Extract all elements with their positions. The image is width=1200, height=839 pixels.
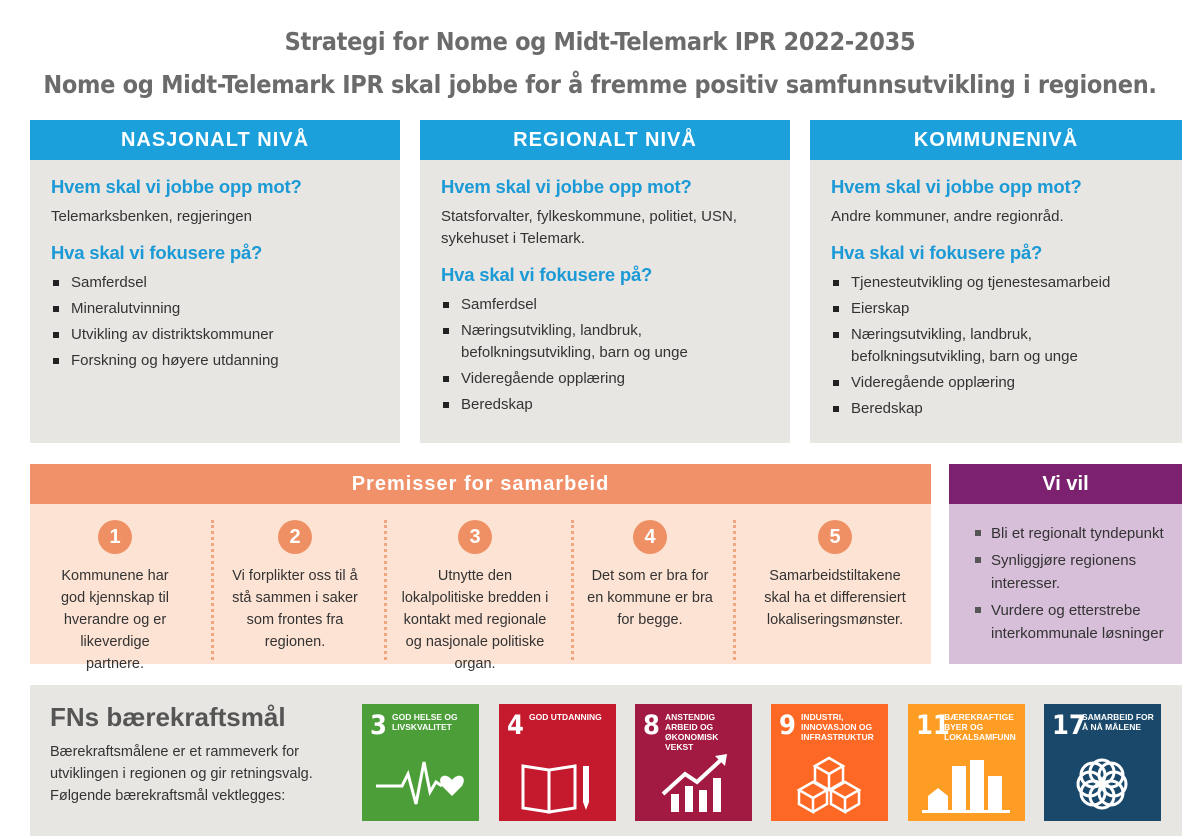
premiss-text: Vi forplikter oss til å stå sammen i sak…: [232, 568, 358, 650]
premiss-text: Utnytte den lokalpolitiske bredden i kon…: [401, 568, 549, 672]
sdg-tile-11: 11 BÆREKRAFTIGE BYER OG LOKALSAMFUNN: [908, 704, 1025, 821]
list-item: Næringsutvikling, landbruk, befolkningsu…: [831, 324, 1162, 368]
sdg-number: 4: [507, 710, 524, 741]
sdg-label: GOD HELSE OG LIVSKVALITET: [392, 712, 458, 732]
focus-list: Tjenesteutvikling og tjenestesamarbeid E…: [831, 272, 1162, 420]
rings-icon: [1076, 758, 1128, 810]
premiss-number: 4: [633, 520, 667, 554]
vi-vil-list: Bli et regionalt tyndepunkt Synliggjøre …: [949, 522, 1182, 645]
who-heading: Hvem skal vi jobbe opp mot?: [51, 176, 302, 197]
level-title: NASJONALT NIVÅ: [30, 120, 400, 160]
premiss-number: 2: [278, 520, 312, 554]
who-heading: Hvem skal vi jobbe opp mot?: [831, 176, 1082, 197]
premiss-number: 5: [818, 520, 852, 554]
list-item: Næringsutvikling, landbruk, befolkningsu…: [441, 320, 770, 364]
divider: [571, 520, 574, 660]
premiss-number: 1: [98, 520, 132, 554]
who-answer: Andre kommuner, andre regionråd.: [831, 208, 1064, 225]
focus-heading: Hva skal vi fokusere på?: [831, 242, 1043, 263]
growth-chart-icon: [661, 754, 727, 812]
premiss-item: 4 Det som er bra for en kommune er bra f…: [585, 520, 715, 631]
sdg-label: BÆREKRAFTIGE BYER OG LOKALSAMFUNN: [944, 712, 1016, 742]
heartbeat-icon: [376, 761, 464, 805]
vi-vil-title: Vi vil: [949, 464, 1182, 504]
list-item: Beredskap: [831, 398, 1162, 420]
divider: [384, 520, 387, 660]
divider: [733, 520, 736, 660]
list-item: Mineralutvinning: [51, 298, 380, 320]
sdg-number: 3: [370, 710, 387, 741]
list-item: Forskning og høyere utdanning: [51, 350, 380, 372]
list-item: Synliggjøre regionens interesser.: [973, 549, 1174, 595]
focus-list: Samferdsel Mineralutvinning Utvikling av…: [51, 272, 380, 372]
premiss-item: 3 Utnytte den lokalpolitiske bredden i k…: [395, 520, 555, 675]
sdg-number: 11: [916, 710, 950, 741]
premisser-title: Premisser for samarbeid: [30, 464, 931, 504]
fn-panel: FNs bærekraftsmål Bærekraftsmålene er et…: [30, 685, 1182, 836]
sdg-tile-17: 17 SAMARBEID FOR Å NÅ MÅLENE: [1044, 704, 1161, 821]
list-item: Samferdsel: [51, 272, 380, 294]
divider: [211, 520, 214, 660]
who-answer: Statsforvalter, fylkeskommune, politiet,…: [441, 208, 737, 247]
sdg-number: 17: [1052, 710, 1086, 741]
city-icon: [922, 760, 1010, 813]
premiss-text: Kommunene har god kjennskap til hverandr…: [60, 568, 169, 672]
who-answer: Telemarksbenken, regjeringen: [51, 208, 252, 225]
focus-list: Samferdsel Næringsutvikling, landbruk, b…: [441, 294, 770, 416]
sdg-tile-3: 3 GOD HELSE OG LIVSKVALITET: [362, 704, 479, 821]
cubes-icon: [796, 756, 862, 815]
vi-vil-panel: Vi vil Bli et regionalt tyndepunkt Synli…: [949, 464, 1182, 664]
list-item: Vurdere og etterstrebe interkommunale lø…: [973, 599, 1174, 645]
list-item: Utvikling av distriktskommuner: [51, 324, 380, 346]
list-item: Samferdsel: [441, 294, 770, 316]
premiss-item: 1 Kommunene har god kjennskap til hveran…: [55, 520, 175, 675]
sdg-label: INDUSTRI, INNOVASJON OG INFRASTRUKTUR: [801, 712, 874, 742]
page-subtitle: Nome og Midt-Telemark IPR skal jobbe for…: [43, 70, 1157, 99]
sdg-label: SAMARBEID FOR Å NÅ MÅLENE: [1082, 712, 1154, 732]
list-item: Videregående opplæring: [831, 372, 1162, 394]
sdg-number: 9: [779, 710, 796, 741]
premiss-number: 3: [458, 520, 492, 554]
level-card-kommune: KOMMUNENIVÅ Hvem skal vi jobbe opp mot? …: [810, 120, 1182, 443]
sdg-tile-9: 9 INDUSTRI, INNOVASJON OG INFRASTRUKTUR: [771, 704, 888, 821]
level-title: REGIONALT NIVÅ: [420, 120, 790, 160]
sdg-tile-8: 8 ANSTENDIG ARBEID OG ØKONOMISK VEKST: [635, 704, 752, 821]
level-card-nasjonalt: NASJONALT NIVÅ Hvem skal vi jobbe opp mo…: [30, 120, 400, 443]
sdg-label: GOD UTDANNING: [529, 712, 602, 722]
who-heading: Hvem skal vi jobbe opp mot?: [441, 176, 692, 197]
sdg-label: ANSTENDIG ARBEID OG ØKONOMISK VEKST: [665, 712, 719, 752]
fn-text: Bærekraftsmålene er et rammeverk for utv…: [50, 744, 313, 804]
page-title: Strategi for Nome og Midt-Telemark IPR 2…: [284, 27, 916, 56]
premiss-item: 2 Vi forplikter oss til å stå sammen i s…: [226, 520, 364, 653]
premisser-panel: Premisser for samarbeid 1 Kommunene har …: [30, 464, 931, 672]
premiss-item: 5 Samarbeidstiltakene skal ha et differe…: [755, 520, 915, 631]
list-item: Videregående opplæring: [441, 368, 770, 390]
list-item: Beredskap: [441, 394, 770, 416]
sdg-number: 8: [643, 710, 660, 741]
focus-heading: Hva skal vi fokusere på?: [51, 242, 263, 263]
level-card-regionalt: REGIONALT NIVÅ Hvem skal vi jobbe opp mo…: [420, 120, 790, 443]
fn-title: FNs bærekraftsmål: [50, 702, 286, 732]
premiss-text: Det som er bra for en kommune er bra for…: [587, 568, 713, 628]
sdg-tile-4: 4 GOD UTDANNING: [499, 704, 616, 821]
book-pencil-icon: [521, 764, 589, 814]
level-title: KOMMUNENIVÅ: [810, 120, 1182, 160]
list-item: Tjenesteutvikling og tjenestesamarbeid: [831, 272, 1162, 294]
premiss-text: Samarbeidstiltakene skal ha et differens…: [764, 568, 906, 628]
list-item: Eierskap: [831, 298, 1162, 320]
list-item: Bli et regionalt tyndepunkt: [973, 522, 1174, 545]
focus-heading: Hva skal vi fokusere på?: [441, 264, 653, 285]
